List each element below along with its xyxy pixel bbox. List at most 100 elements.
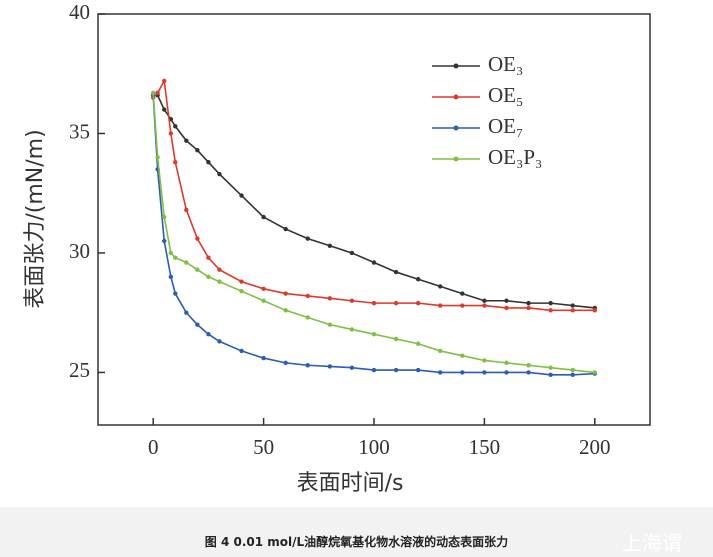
data-point [195,148,200,153]
data-point [206,159,211,165]
data-point [327,243,333,248]
data-point [184,260,189,265]
data-point [438,348,443,354]
data-point [239,193,244,198]
data-point [526,370,531,375]
data-point [393,336,399,342]
x-tick-label: 50 [253,435,274,459]
data-point [349,298,355,303]
data-point [151,90,156,96]
series-line [153,94,595,309]
data-point [592,370,597,375]
data-point [155,155,160,160]
data-point [327,364,333,369]
data-point [548,365,553,370]
data-point [239,288,244,294]
data-point [184,207,189,213]
data-point [548,308,553,313]
data-point [349,250,355,256]
series-line [152,92,595,374]
data-point [504,298,509,303]
data-point [206,255,211,260]
data-point [482,358,487,363]
data-point [438,370,443,375]
data-point [415,277,421,282]
data-point [460,353,465,358]
data-point [327,296,333,301]
x-tick-label: 150 [469,435,501,459]
data-point [393,367,399,373]
data-point [371,260,377,265]
data-point [504,370,509,375]
data-point [206,331,211,337]
data-point [261,214,266,220]
data-point [206,274,211,280]
data-point [217,267,222,272]
series-line [152,78,595,312]
legend-marker [453,94,459,100]
data-point [371,367,377,373]
data-point [393,300,399,306]
data-point [283,291,288,296]
data-point [217,279,222,284]
data-point [415,341,421,346]
data-point [168,274,174,280]
data-point [438,303,443,308]
data-point [592,308,597,313]
data-point [217,339,222,344]
data-point [504,360,509,366]
legend-label: OE₃P₃ [488,145,542,169]
legend-label: OE₇ [488,114,523,138]
data-point [349,327,355,332]
x-axis-label: 表面时间/s [297,471,404,496]
y-tick-label: 25 [69,358,90,382]
data-point [371,331,377,337]
data-point [261,298,266,303]
data-point [195,322,200,327]
data-point [261,286,266,291]
series-line [152,95,595,376]
watermark: 上海谓 [622,531,682,555]
data-point [460,370,465,375]
caption-bar: 图 4 0.01 mol/L油醇烷氧基化物水溶液的动态表面张力 上海谓 [0,507,713,557]
x-tick-label: 0 [148,435,159,459]
y-tick-label: 30 [69,239,90,263]
data-point [415,300,421,306]
data-point [570,308,575,313]
data-point [184,138,189,143]
data-point [504,305,509,311]
data-point [570,303,575,308]
data-point [261,355,266,361]
data-point [173,124,178,129]
caption: 图 4 0.01 mol/L油醇烷氧基化物水溶液的动态表面张力 [204,535,509,549]
data-point [155,90,160,96]
data-point [548,300,553,306]
data-point [217,171,222,177]
data-point [184,310,189,315]
plot-frame [97,13,651,426]
y-axis-label: 表面张力/(mN/m) [23,129,48,308]
data-point [305,363,310,368]
data-point [371,300,377,306]
data-point [526,305,531,311]
data-point [415,367,421,373]
data-point [283,360,288,366]
data-point [570,367,575,373]
data-point [526,300,531,306]
legend-label: OE₃ [488,52,523,76]
data-point [168,131,174,136]
x-tick-label: 200 [579,435,611,459]
data-point [548,372,553,378]
data-point [570,372,575,378]
data-point [162,214,167,220]
data-point [349,365,355,370]
data-point [305,315,310,320]
data-point [173,291,178,296]
data-point [460,303,465,308]
data-point [482,303,487,308]
legend-marker [453,63,459,69]
data-point [162,238,167,244]
data-point [327,322,333,327]
data-point [162,78,167,84]
